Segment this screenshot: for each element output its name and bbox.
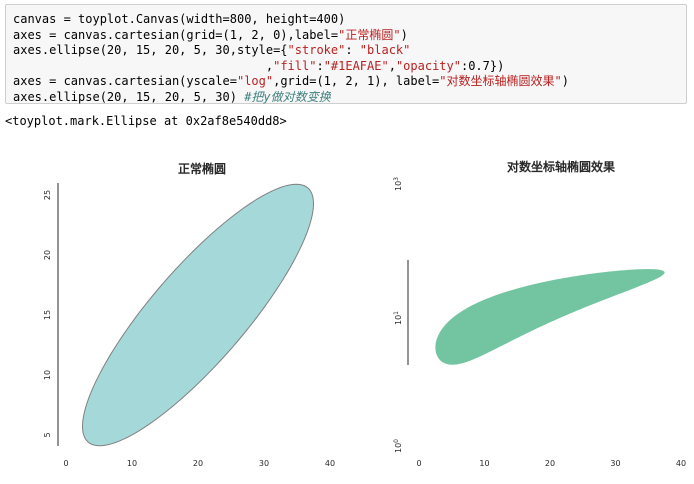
code-token: axes = canvas.cartesian(yscale= <box>13 74 237 88</box>
code-line: axes.ellipse(20, 15, 20, 5, 30) #把y做对数变换 <box>13 89 331 105</box>
code-line: axes.ellipse(20, 15, 20, 5, 30,style={"s… <box>13 42 410 58</box>
chart-right: 对数坐标轴椭圆效果 0 10 20 30 40 100 101 103 <box>393 159 686 468</box>
code-token: axes.ellipse(20, 15, 20, 5, 30) <box>13 89 245 104</box>
chart-right-x-tick-label: 0 <box>416 459 421 468</box>
chart-left-title: 正常椭圆 <box>178 161 226 176</box>
code-string: "log" <box>236 74 274 88</box>
code-string: "正常椭圆" <box>338 27 401 42</box>
code-token: axes.ellipse(20, 15, 20, 5, 30,style={ <box>13 43 288 57</box>
chart-right-y-tick-label: 103 <box>393 177 403 191</box>
chart-left-x-tick-label: 0 <box>63 459 68 468</box>
chart-right-x-tick-label: 30 <box>610 459 620 468</box>
chart-left-y-tick-label: 10 <box>43 370 52 380</box>
code-line: axes = canvas.cartesian(yscale="log",gri… <box>13 73 569 89</box>
code-token: canvas = toyplot.Canvas(width=800, heigh… <box>13 12 346 26</box>
chart-left-x-tick-label: 30 <box>259 459 269 468</box>
code-string: "#1EAFAE" <box>323 58 389 73</box>
chart-left-y-ticks: 5 10 15 20 25 <box>43 190 52 438</box>
code-line: axes = canvas.cartesian(grid=(1, 2, 0),l… <box>13 27 408 43</box>
code-token: , <box>388 58 396 73</box>
output-text: <toyplot.mark.Ellipse at 0x2af8e540dd8> <box>5 114 287 128</box>
code-line: ,"fill":"#1EAFAE","opacity":0.7}) <box>13 58 504 74</box>
code-token: : <box>345 43 360 57</box>
chart-right-x-tick-label: 40 <box>676 459 686 468</box>
chart-left-y-tick-label: 15 <box>43 310 52 320</box>
chart-left-x-ticks: 0 10 20 30 40 <box>63 459 335 468</box>
chart-right-x-tick-label: 10 <box>479 459 489 468</box>
code-token: ) <box>400 27 408 42</box>
chart-left-y-tick-label: 20 <box>43 250 52 260</box>
code-token: :0.7}) <box>460 58 505 73</box>
code-cell[interactable]: canvas = toyplot.Canvas(width=800, heigh… <box>5 4 687 104</box>
chart-right-y-tick-label: 100 <box>393 439 403 453</box>
code-string: "opacity" <box>395 58 461 73</box>
chart-right-y-ticks: 100 101 103 <box>393 177 403 453</box>
code-string: "black" <box>359 43 411 57</box>
code-token: ,grid=(1, 2, 1), label= <box>273 74 440 88</box>
chart-left-x-tick-label: 10 <box>127 459 137 468</box>
code-string: "对数坐标轴椭圆效果" <box>439 74 562 88</box>
chart-right-ellipse <box>435 269 665 365</box>
chart-left-y-tick-label: 25 <box>43 190 52 200</box>
chart-right-x-ticks: 0 10 20 30 40 <box>416 459 686 468</box>
chart-right-title: 对数坐标轴椭圆效果 <box>507 159 615 174</box>
chart-left-x-tick-label: 40 <box>325 459 335 468</box>
code-token: : <box>316 58 324 73</box>
code-line: canvas = toyplot.Canvas(width=800, heigh… <box>13 11 345 27</box>
chart-right-x-tick-label: 20 <box>545 459 555 468</box>
code-string: "fill" <box>273 58 317 73</box>
code-token: ) <box>561 74 569 88</box>
chart-left-ellipse <box>82 183 314 447</box>
chart-left: 正常椭圆 0 10 20 30 40 5 10 15 20 25 <box>43 161 335 468</box>
code-token: , <box>13 58 274 73</box>
chart-right-y-tick-label: 101 <box>393 311 403 325</box>
chart-left-x-tick-label: 20 <box>193 459 203 468</box>
code-comment: #把y做对数变换 <box>244 89 331 104</box>
chart-left-y-tick-label: 5 <box>43 432 52 437</box>
code-token: axes = canvas.cartesian(grid=(1, 2, 0),l… <box>13 27 339 42</box>
code-string: "stroke" <box>287 43 346 57</box>
